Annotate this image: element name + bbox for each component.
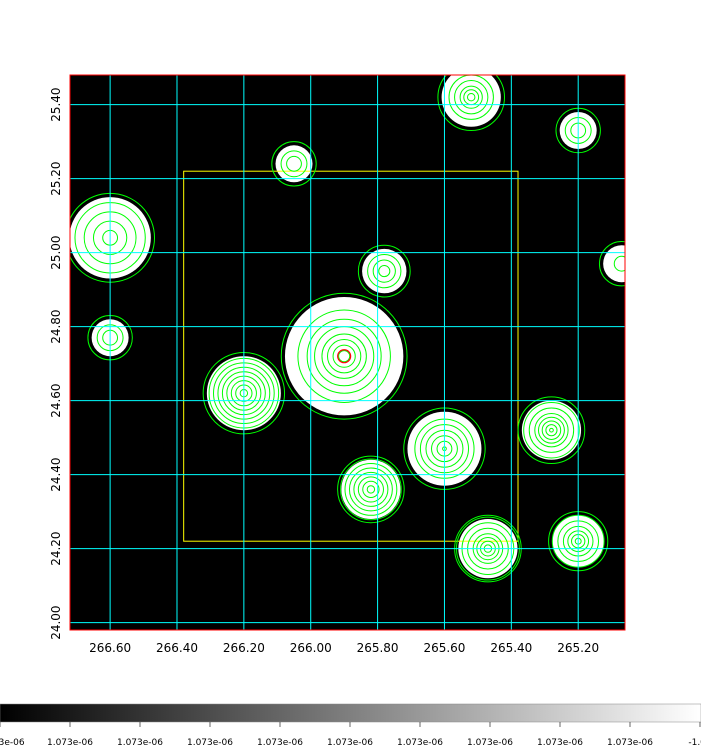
contour-ring — [338, 350, 351, 363]
contour-ring — [297, 309, 391, 403]
colorbar-label: 1.073e-06 — [117, 738, 163, 748]
y-tick-label: 25.00 — [49, 235, 63, 269]
marker-circle — [337, 349, 352, 364]
x-tick-label: 265.20 — [557, 641, 599, 655]
colorbar-label: -1.07 — [688, 738, 701, 748]
y-tick-label: 24.80 — [49, 309, 63, 343]
contour-ring — [367, 253, 402, 289]
x-tick-label: 266.20 — [223, 641, 265, 655]
contour-ring — [344, 463, 398, 516]
y-tick-label: 25.20 — [49, 161, 63, 195]
source-blob — [441, 75, 501, 127]
colorbar-label: 1.073e-06 — [397, 738, 443, 748]
x-tick-label: 265.80 — [357, 641, 399, 655]
source-blob — [362, 248, 407, 294]
colorbar-ticks — [0, 722, 701, 727]
contour-ring — [286, 155, 302, 172]
contour-ring — [348, 467, 393, 512]
contour-ring — [306, 318, 382, 394]
contour-ring — [378, 265, 391, 278]
contour-ring — [280, 150, 308, 178]
x-tick-label: 266.40 — [156, 641, 198, 655]
x-tick-label: 265.60 — [423, 641, 465, 655]
marker-layer — [337, 349, 352, 364]
contour-envelope — [357, 244, 411, 298]
grid-layer — [70, 75, 625, 630]
source-blob — [284, 297, 404, 416]
contour-ring — [366, 485, 376, 494]
contour-envelope — [280, 292, 408, 420]
contour-ring — [353, 471, 389, 507]
contour-envelope — [337, 455, 405, 524]
contour-ring — [541, 420, 562, 440]
contour-ring — [332, 344, 356, 368]
y-tick-label: 24.20 — [49, 531, 63, 565]
contour-envelope — [271, 141, 317, 187]
contour-ring — [467, 93, 476, 102]
plot-frame — [69, 74, 626, 631]
colorbar-label: 1.073e-06 — [327, 738, 373, 748]
plot-area — [70, 75, 625, 630]
colorbar-label: 1.073e-06 — [467, 738, 513, 748]
contour-ring — [321, 333, 367, 379]
contour-ring — [327, 339, 362, 374]
source-blob — [341, 459, 401, 519]
x-axis-tick-labels: 266.60 266.40 266.20 266.00 265.80 265.60 265.… — [89, 641, 599, 655]
colorbar-gradient — [0, 703, 701, 723]
contour-ring — [528, 407, 575, 453]
source-blob — [521, 400, 582, 460]
contour-ring — [534, 413, 569, 448]
contour-ring — [454, 80, 489, 115]
contour-ring — [537, 416, 565, 444]
contour-envelope — [437, 75, 505, 131]
colorbar: -1.073e-06 1.073e-06 1.073e-06 1.073e-06 1.0… — [0, 703, 701, 748]
colorbar-label: 1.073e-06 — [187, 738, 233, 748]
y-tick-label: 24.40 — [49, 457, 63, 491]
contour-ring — [613, 255, 625, 272]
region-box — [183, 170, 519, 542]
x-tick-label: 266.00 — [290, 641, 332, 655]
contour-envelope — [598, 241, 625, 287]
contour-ring — [362, 480, 380, 499]
contour-ring — [459, 85, 483, 109]
colorbar-labels: -1.073e-06 1.073e-06 1.073e-06 1.073e-06 1.0… — [0, 738, 701, 748]
contour-ring — [549, 427, 554, 433]
y-tick-label: 25.40 — [49, 87, 63, 121]
source-blob — [603, 245, 625, 283]
x-tick-label: 265.40 — [490, 641, 532, 655]
contour-envelope — [517, 396, 586, 465]
contour-ring — [545, 424, 558, 437]
x-tick-label: 266.60 — [89, 641, 131, 655]
y-axis-tick-labels: 24.00 24.20 24.40 24.60 24.80 25.00 25.20 25.40 — [49, 87, 63, 639]
colorbar-label: 1.073e-06 — [257, 738, 303, 748]
colorbar-label: -1.073e-06 — [0, 738, 25, 748]
colorbar-label: 1.073e-06 — [607, 738, 653, 748]
contour-ring — [523, 401, 580, 459]
contour-ring — [340, 458, 402, 521]
colorbar-label: 1.073e-06 — [47, 738, 93, 748]
contour-ring — [372, 259, 396, 283]
colorbar-label: 1.073e-06 — [537, 738, 583, 748]
contour-ring — [357, 476, 384, 503]
region-layer — [183, 170, 519, 542]
contour-ring — [448, 75, 494, 120]
y-tick-label: 24.00 — [49, 605, 63, 639]
y-tick-label: 24.60 — [49, 383, 63, 417]
